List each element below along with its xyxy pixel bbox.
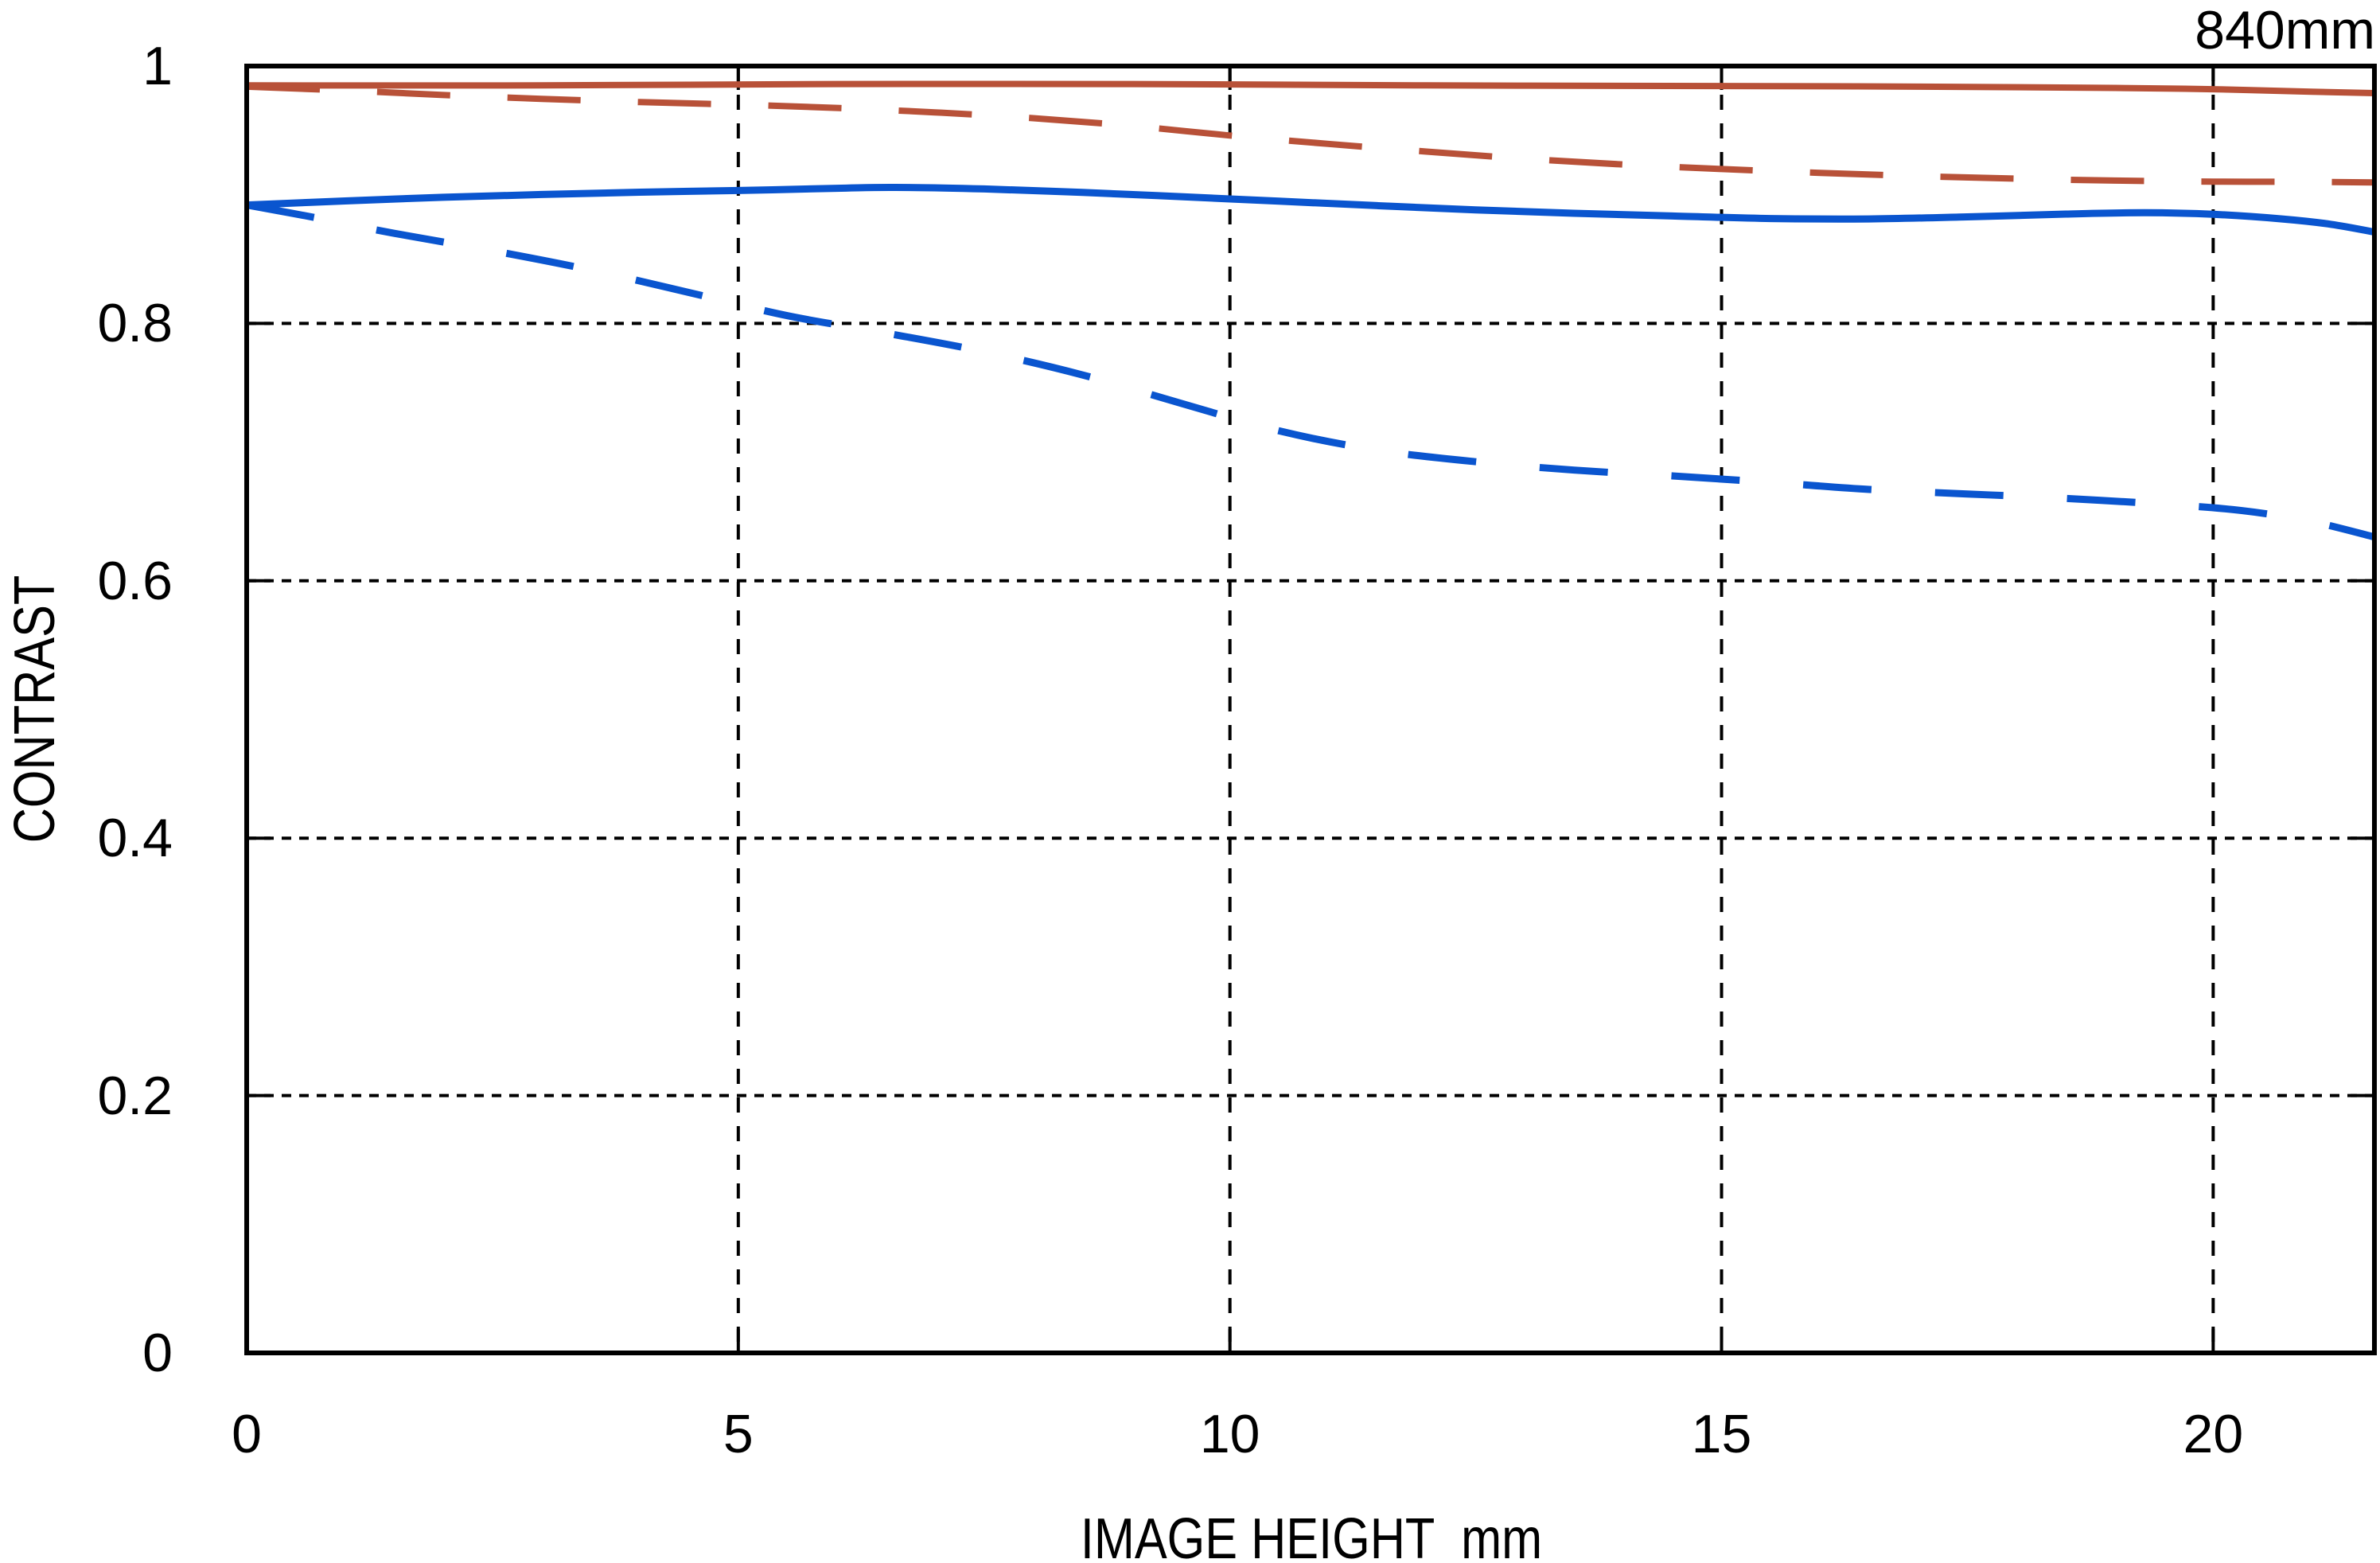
axis-ticks [245, 64, 2374, 1354]
x-tick-label: 0 [232, 1404, 262, 1464]
gridlines [247, 66, 2374, 1353]
curve-blue-solid [246, 183, 2375, 236]
x-tick-label: 20 [2183, 1404, 2244, 1464]
y-tick-label: 1 [142, 36, 173, 96]
y-axis-title: CONTRAST [3, 575, 67, 844]
x-axis-title: IMAGE HEIGHT mm [1080, 1507, 1543, 1563]
y-tick-label: 0.2 [97, 1065, 173, 1126]
curve-blue-dashed [246, 201, 2376, 541]
curve-red-solid [246, 80, 2375, 96]
y-tick-label: 0 [142, 1323, 173, 1383]
y-tick-label: 0.6 [97, 550, 173, 611]
y-tick-label: 0.8 [97, 293, 173, 354]
plot-border [244, 64, 2377, 1355]
x-tick-label: 5 [723, 1404, 754, 1464]
plot-border-rect [244, 64, 2377, 1355]
curve-red-dashed [246, 83, 2375, 186]
x-tick-label: 10 [1199, 1404, 1260, 1464]
curves [246, 80, 2376, 541]
y-tick-label: 0.4 [97, 808, 173, 869]
chart-title: 840mm [2195, 0, 2375, 60]
x-tick-label: 15 [1691, 1404, 1752, 1464]
